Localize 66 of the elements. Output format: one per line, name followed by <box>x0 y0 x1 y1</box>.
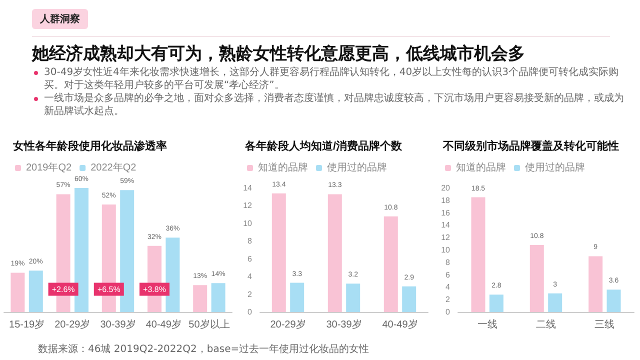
bar <box>489 294 504 312</box>
bar <box>10 272 25 312</box>
x-tick-label: 15-19岁 <box>9 318 45 330</box>
legend-label: 知道的品牌 <box>258 162 308 174</box>
text: 30-49岁女性近4年来化妆需求快速增长，这部分人群更容易行程品牌认知转化，40岁以上女性每的认识3个品牌便可转化成实际购买。对于这类年轻用户较多的平台可发展“孝心经济”。 <box>44 66 620 92</box>
y-tick-label: 14 <box>441 220 451 230</box>
chart-title: 各年龄段人均知道/消费品牌个数 <box>244 140 404 152</box>
bar <box>471 197 486 312</box>
x-tick-label: 30-39岁 <box>326 318 362 330</box>
y-tick-label: 4 <box>248 272 253 282</box>
y-tick-label: 8 <box>446 258 451 267</box>
y-tick-label: 2 <box>446 295 451 304</box>
bar <box>346 284 360 312</box>
x-tick-label: 40-49岁 <box>382 318 418 330</box>
y-tick-label: 12 <box>243 201 253 210</box>
source-note: 数据来源：46城 2019Q2-2022Q2，base=过去一年使用过化妆品的女性 <box>38 342 370 356</box>
bar <box>120 190 134 312</box>
bar <box>402 286 416 312</box>
y-tick-label: 12 <box>441 233 451 242</box>
text: 人群洞察 <box>32 9 88 29</box>
y-tick-label: 2 <box>248 290 253 299</box>
y-tick-label: 20 <box>441 184 451 192</box>
y-tick-label: 6 <box>446 270 451 280</box>
bar <box>548 293 562 312</box>
annotation: +6.5% <box>97 284 120 294</box>
y-tick-label: 10 <box>441 246 451 254</box>
bar <box>530 245 544 312</box>
legend-label: 2022年Q2 <box>90 162 137 174</box>
x-tick-label: 二线 <box>536 318 556 330</box>
y-tick-label: 8 <box>248 236 253 246</box>
bar <box>28 270 43 312</box>
x-tick-label: 20-29岁 <box>270 318 306 330</box>
x-tick-label: 50岁以上 <box>188 318 230 330</box>
annotation: +2.6% <box>52 284 75 294</box>
x-tick-label: 一线 <box>477 318 498 330</box>
annotation: +3.8% <box>143 284 166 294</box>
x-tick-label: 40-49岁 <box>146 318 182 330</box>
bar <box>588 256 603 312</box>
legend-label: 使用过的品牌 <box>525 162 585 174</box>
chart-title: 不同级别市场品牌覆盖及转化可能性 <box>442 140 619 152</box>
y-tick-label: 0 <box>248 308 253 316</box>
bar <box>74 188 88 312</box>
x-tick-label: 30-39岁 <box>100 318 136 330</box>
bar <box>606 290 621 312</box>
bar <box>384 216 398 312</box>
bar <box>166 238 180 312</box>
legend-label: 2019年Q2 <box>26 162 72 174</box>
y-tick-label: 6 <box>248 254 253 264</box>
text: 她经济成熟却大有可为，熟龄女性转化意愿更高，低线城市机会多 <box>32 43 525 65</box>
bar <box>272 193 286 312</box>
x-tick-label: 20-29岁 <box>54 318 90 330</box>
text: 一线市场是众多品牌的必争之地，面对众多选择，消费者态度谨慎，对品牌忠诚度较高，下沉市场用户更容易接受新的品牌，或成为新品牌试水起点。 <box>44 92 624 118</box>
legend-label: 使用过的品牌 <box>327 162 387 174</box>
chart-title: 女性各年龄段使用化妆品渗透率 <box>12 140 167 152</box>
y-tick-label: 4 <box>446 282 451 292</box>
x-tick-label: 三线 <box>594 318 615 330</box>
y-tick-label: 10 <box>243 218 253 228</box>
bar <box>328 194 342 312</box>
y-tick-label: 16 <box>441 208 451 218</box>
legend-label: 知道的品牌 <box>456 162 506 174</box>
bar <box>211 283 226 312</box>
y-tick-label: 0 <box>446 308 451 316</box>
y-tick-label: 18 <box>441 196 451 205</box>
bar <box>193 285 208 312</box>
bar <box>290 282 304 312</box>
y-tick-label: 14 <box>243 184 253 192</box>
